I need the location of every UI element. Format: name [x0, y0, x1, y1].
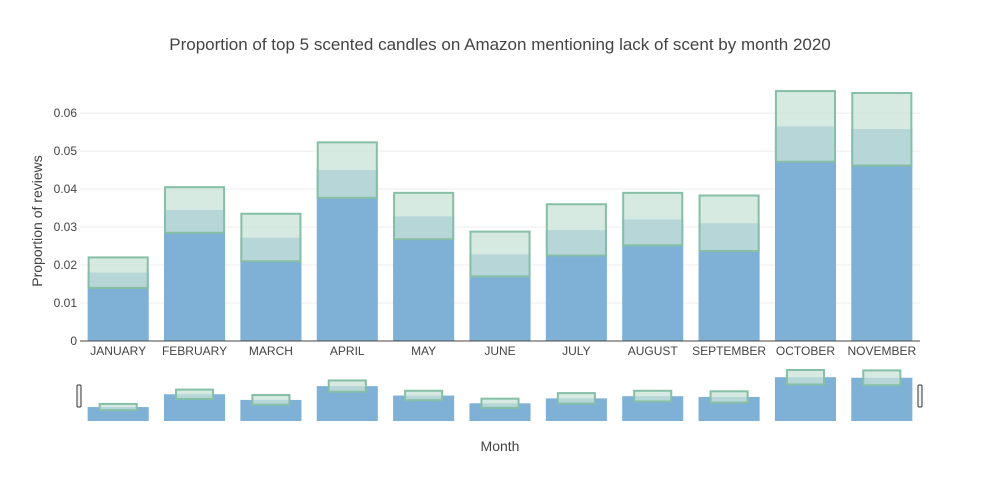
range-slider-left-handle[interactable]	[76, 384, 82, 408]
y-tick-label: 0.02	[54, 258, 78, 272]
slider-interval-box	[480, 397, 520, 409]
x-tick-label: FEBRUARY	[162, 344, 227, 358]
chart-title: Proportion of top 5 scented candles on A…	[169, 35, 831, 54]
x-tick-label: JUNE	[484, 344, 515, 358]
interval-box	[316, 141, 378, 199]
slider-interval-box	[327, 379, 367, 393]
slider-interval-box	[862, 369, 902, 387]
y-axis-title: Proportion of reviews	[29, 155, 45, 287]
interval-box	[87, 256, 149, 289]
x-tick-label: NOVEMBER	[847, 344, 916, 358]
confidence-intervals	[87, 90, 913, 289]
slider-interval-box	[709, 390, 749, 404]
range-slider[interactable]	[76, 368, 923, 421]
x-tick-label: JANUARY	[90, 344, 146, 358]
x-tick-label: OCTOBER	[776, 344, 835, 358]
x-tick-label: AUGUST	[628, 344, 679, 358]
range-slider-intervals	[98, 368, 902, 412]
y-tick-label: 0.04	[54, 182, 78, 196]
slider-interval-box	[633, 389, 673, 403]
interval-box	[545, 203, 607, 257]
interval-box	[240, 212, 302, 263]
slider-interval-box	[404, 389, 444, 402]
interval-box	[393, 191, 455, 241]
interval-box	[851, 91, 913, 167]
interval-box	[774, 90, 837, 163]
interval-box	[164, 186, 226, 234]
x-tick-label: MAY	[411, 344, 436, 358]
y-tick-label: 0.01	[54, 296, 78, 310]
x-tick-label: SEPTEMBER	[692, 344, 766, 358]
y-tick-label: 0.05	[54, 144, 78, 158]
x-axis-title: Month	[481, 438, 520, 454]
y-axis-ticks: 0 0.01 0.02 0.03 0.04 0.05 0.06	[54, 106, 78, 348]
interval-box	[622, 191, 684, 247]
x-tick-label: JULY	[562, 344, 590, 358]
interval-box	[698, 194, 760, 252]
x-tick-label: APRIL	[330, 344, 365, 358]
slider-interval-box	[98, 402, 138, 412]
slider-interval-box	[556, 392, 596, 405]
y-tick-label: 0.06	[54, 106, 78, 120]
y-tick-label: 0.03	[54, 220, 78, 234]
range-slider-right-handle[interactable]	[917, 384, 923, 408]
y-tick-label: 0	[70, 334, 77, 348]
interval-box	[469, 230, 531, 278]
x-tick-label: MARCH	[249, 344, 293, 358]
slider-interval-box	[785, 368, 826, 386]
x-axis-ticks: JANUARY FEBRUARY MARCH APRIL MAY JUNE JULY AUGU…	[90, 344, 916, 358]
slider-interval-box	[251, 394, 291, 406]
slider-interval-box	[175, 388, 215, 400]
